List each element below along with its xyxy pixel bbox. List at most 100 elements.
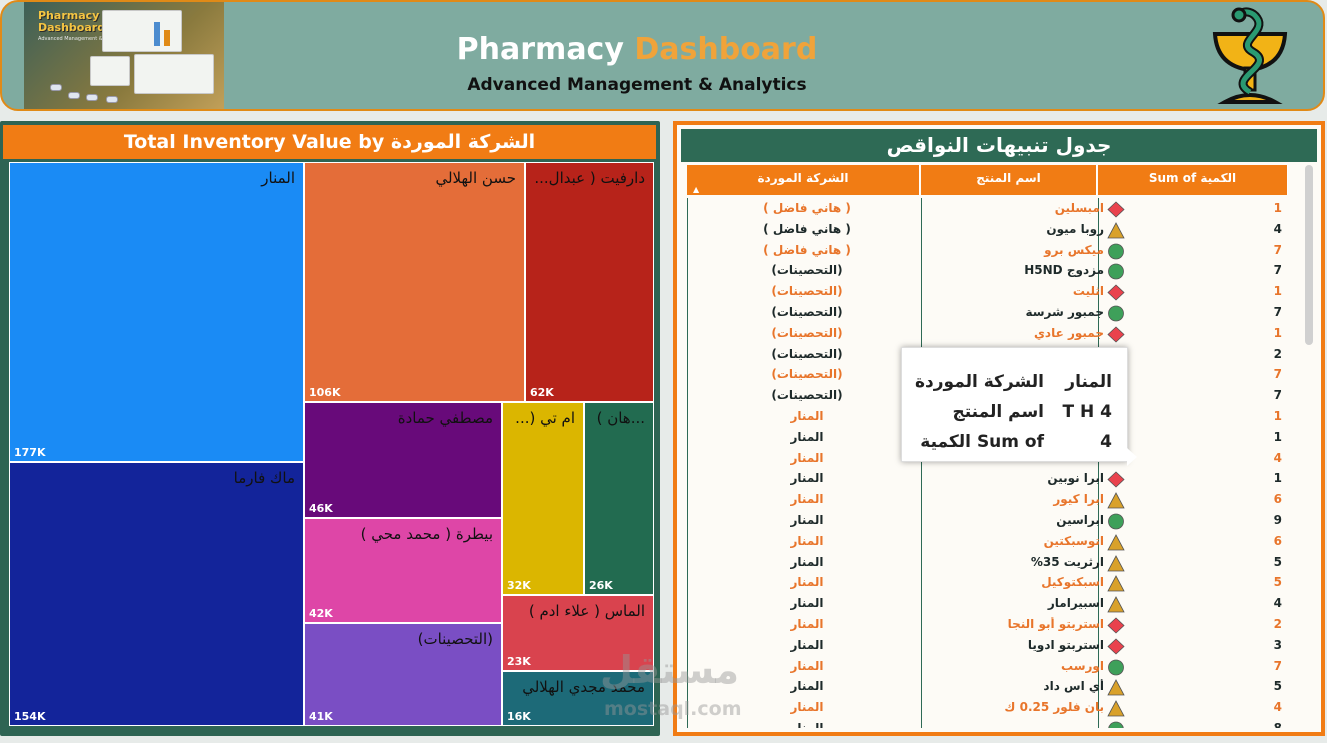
treemap-tile[interactable]: الماس ( علاء ادم ) 23K: [502, 595, 654, 671]
table-scrollbar[interactable]: [1305, 165, 1313, 345]
treemap-tile[interactable]: مصطفي حمادة 46K: [304, 402, 502, 518]
table-row[interactable]: (التحصينات) جمبور عادي 1: [688, 324, 1288, 345]
table-row[interactable]: (التحصينات) 7: [688, 365, 1288, 386]
pill-icon: [106, 96, 118, 103]
cell-product: ميكس برو: [1044, 242, 1104, 257]
treemap-tile-label: ماك فارما: [233, 469, 295, 487]
cell-quantity: 4: [1273, 596, 1282, 611]
watermark-latin: mostaql.com: [604, 698, 742, 720]
watermark-logo: مستقل mostaql.com: [600, 648, 750, 728]
table-row[interactable]: المنار 1: [688, 428, 1288, 449]
treemap-tile[interactable]: دارفيت ( عبدال... 62K: [525, 162, 654, 402]
warning-triangle-icon: [1107, 554, 1125, 571]
table-row[interactable]: المنار بان فلور 0.25 ك 4: [688, 698, 1288, 719]
treemap-tile-label: المنار: [261, 169, 295, 187]
cell-supplier: المنار: [790, 658, 824, 673]
column-header-product[interactable]: اسم المنتج: [921, 165, 1097, 195]
table-row[interactable]: (التحصينات) جمبور شرسة 7: [688, 303, 1288, 324]
banner-screen-1: [102, 10, 182, 52]
cell-product: جمبور شرسة: [1025, 305, 1104, 319]
cell-supplier: ( هاني فاضل ): [763, 201, 851, 215]
table-row[interactable]: (التحصينات) مزدوج H5ND 7: [688, 261, 1288, 282]
table-row[interactable]: المنار استربتو ادويا 3: [688, 636, 1288, 657]
treemap-tile-value: 62K: [530, 386, 554, 399]
cell-quantity: 4: [1273, 221, 1282, 236]
cell-product: بان فلور 0.25 ك: [1004, 700, 1104, 715]
table-row[interactable]: المنار ابرا نوبين 1: [688, 469, 1288, 490]
table-row[interactable]: المنار ابراسين 9: [688, 511, 1288, 532]
treemap-tile[interactable]: ام تي (... 32K: [502, 402, 584, 595]
warning-triangle-icon: [1107, 700, 1125, 717]
treemap-tile[interactable]: (التحصينات) 41K: [304, 623, 502, 726]
treemap-tile[interactable]: بيطرة ( محمد محي ) 42K: [304, 518, 502, 623]
column-header-label: Sum of الكمية: [1148, 171, 1237, 185]
table-row[interactable]: ( هاني فاضل ) ميكس برو 7: [688, 241, 1288, 262]
cell-quantity: 4: [1273, 450, 1282, 465]
cell-product: اتوسبكتين: [1043, 533, 1104, 548]
table-row[interactable]: المنار 8: [688, 719, 1288, 728]
table-row[interactable]: (التحصينات) اثليت 1: [688, 282, 1288, 303]
table-row[interactable]: المنار اورسب 7: [688, 657, 1288, 678]
treemap-tile[interactable]: حسن الهلالي 106K: [304, 162, 525, 402]
table-row[interactable]: المنار ارثريت 35% 5: [688, 553, 1288, 574]
cell-quantity: 7: [1273, 658, 1282, 673]
cell-supplier: المنار: [790, 596, 824, 611]
alert-diamond-icon: [1107, 471, 1125, 488]
table-row[interactable]: المنار 4: [688, 449, 1288, 470]
cell-supplier: المنار: [790, 721, 824, 728]
cell-product: جمبور عادي: [1033, 325, 1104, 340]
table-row[interactable]: المنار استربتو أبو النجا 2: [688, 615, 1288, 636]
treemap-tile-label: ام تي (...: [515, 409, 575, 427]
cell-product: استربتو ادويا: [1027, 637, 1104, 652]
treemap-tile-label: محمد مجدي الهلالي: [522, 678, 645, 696]
table-row[interactable]: ( هاني فاضل ) امبسلين 1: [688, 199, 1288, 220]
table-row[interactable]: ( هاني فاضل ) روبا ميون 4: [688, 220, 1288, 241]
tooltip-key: اسم المنتج: [952, 402, 1044, 422]
table-row[interactable]: (التحصينات) 7: [688, 386, 1288, 407]
treemap-tile-value: 32K: [507, 579, 531, 592]
table-row[interactable]: المنار 1: [688, 407, 1288, 428]
cell-quantity: 3: [1273, 637, 1282, 652]
treemap-tile-value: 46K: [309, 502, 333, 515]
warning-triangle-icon: [1107, 596, 1125, 613]
treemap-tile[interactable]: ...هان ) 26K: [584, 402, 654, 595]
cell-quantity: 7: [1273, 242, 1282, 257]
shortage-table-title: جدول تنبيهات النواقص: [681, 129, 1317, 162]
cell-product: روبا ميون: [1046, 221, 1104, 236]
column-header-quantity[interactable]: Sum of الكمية: [1098, 165, 1288, 195]
treemap-tile[interactable]: المنار 177K: [9, 162, 304, 462]
treemap-tile[interactable]: محمد مجدي الهلالي 16K: [502, 671, 654, 726]
cell-supplier: المنار: [790, 429, 824, 444]
tooltip-key: الشركة الموردة: [914, 372, 1044, 392]
table-row[interactable]: المنار اتوسبكتين 6: [688, 532, 1288, 553]
sort-ascending-icon[interactable]: ▲: [693, 185, 700, 194]
cell-supplier: المنار: [790, 450, 824, 465]
column-header-supplier[interactable]: الشركة الموردة ▲: [687, 165, 920, 195]
dashboard-title: Pharmacy Dashboard: [382, 32, 892, 67]
shortage-table-body: ( هاني فاضل ) امبسلين 1 ( هاني فاضل ) روبا م…: [687, 198, 1288, 728]
ok-circle-icon: [1108, 659, 1124, 675]
cell-product: أي اس داد: [1043, 679, 1104, 694]
cell-supplier: (التحصينات): [771, 346, 843, 361]
cell-supplier: المنار: [790, 471, 824, 486]
table-row[interactable]: المنار اسبكتوكيل 5: [688, 573, 1288, 594]
cell-supplier: المنار: [790, 679, 824, 694]
tooltip-value: المنار: [1065, 372, 1112, 392]
cell-supplier: (التحصينات): [771, 367, 843, 382]
warning-triangle-icon: [1107, 221, 1125, 239]
cell-quantity: 7: [1273, 263, 1282, 278]
cell-quantity: 5: [1273, 679, 1282, 694]
treemap-tile-value: 154K: [14, 710, 46, 723]
treemap-tile[interactable]: ماك فارما 154K: [9, 462, 304, 726]
table-row[interactable]: المنار ابرا كيور 6: [688, 490, 1288, 511]
banner-screen-2: [134, 54, 214, 94]
table-row[interactable]: المنار أي اس داد 5: [688, 677, 1288, 698]
table-row[interactable]: المنار اسبيرامار 4: [688, 594, 1288, 615]
cell-product: اسبيرامار: [1047, 596, 1104, 611]
treemap-tile-label: دارفيت ( عبدال...: [534, 169, 645, 187]
dashboard-subtitle: Advanced Management & Analytics: [467, 75, 807, 95]
cell-quantity: 1: [1273, 409, 1282, 423]
tooltip-row: الشركة الموردة المنار: [910, 372, 1122, 400]
cell-quantity: 1: [1273, 429, 1282, 444]
cell-quantity: 1: [1273, 284, 1282, 299]
